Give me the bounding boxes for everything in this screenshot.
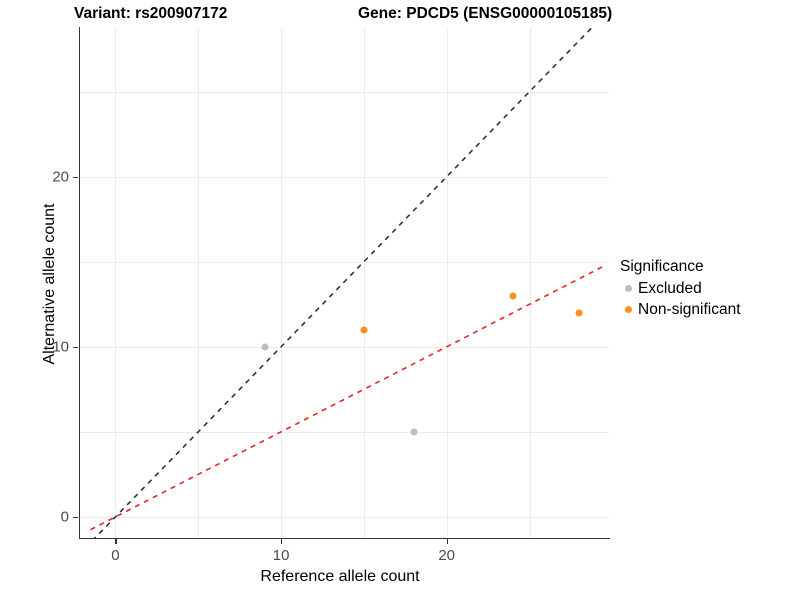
y-axis-tick-label: 20 bbox=[52, 168, 69, 186]
gridline-horizontal bbox=[79, 516, 609, 518]
y-axis-tick-label: 0 bbox=[60, 508, 69, 526]
data-point bbox=[575, 309, 583, 317]
gridline-horizontal bbox=[79, 346, 609, 348]
gridline-horizontal bbox=[79, 91, 609, 93]
fit-line bbox=[90, 264, 607, 531]
identity-line bbox=[92, 27, 594, 539]
gridline-vertical bbox=[446, 27, 448, 539]
gridline-vertical bbox=[363, 27, 365, 539]
x-axis-tick-label: 0 bbox=[111, 547, 120, 564]
y-axis-tick bbox=[73, 176, 78, 178]
gridline-vertical bbox=[198, 27, 200, 539]
plot-panel bbox=[79, 27, 609, 539]
x-axis-title: Reference allele count bbox=[260, 568, 420, 585]
gridline-horizontal bbox=[79, 261, 609, 263]
y-axis-tick bbox=[73, 346, 78, 348]
gridline-horizontal bbox=[79, 176, 609, 178]
x-axis-tick bbox=[446, 539, 448, 544]
gridline-horizontal bbox=[79, 431, 609, 433]
gridline-vertical bbox=[115, 27, 117, 539]
legend-item-excluded[interactable]: Excluded bbox=[620, 278, 798, 299]
legend-item-label: Excluded bbox=[638, 279, 702, 297]
data-point bbox=[509, 292, 517, 300]
legend-swatch-icon bbox=[620, 285, 636, 292]
reference-lines-layer bbox=[90, 27, 607, 539]
legend-item-label: Non-significant bbox=[638, 300, 741, 318]
data-point bbox=[261, 343, 268, 351]
legend: Significance Excluded Non-significant bbox=[620, 258, 798, 320]
legend-items: Excluded Non-significant bbox=[620, 278, 798, 320]
x-axis-tick-label: 10 bbox=[272, 547, 290, 564]
x-axis-line bbox=[79, 538, 610, 540]
legend-item-non-significant[interactable]: Non-significant bbox=[620, 299, 798, 320]
legend-swatch-icon bbox=[620, 306, 636, 313]
x-axis-tick bbox=[115, 539, 117, 544]
legend-title: Significance bbox=[620, 258, 704, 275]
y-axis-tick bbox=[73, 516, 78, 519]
gridline-vertical bbox=[281, 27, 283, 539]
y-axis-tick-label: 10 bbox=[52, 338, 69, 356]
y-axis-line bbox=[79, 27, 81, 539]
gridline-vertical bbox=[529, 27, 531, 539]
data-point bbox=[360, 326, 368, 334]
variant-title: Variant: rs200907172 bbox=[74, 5, 228, 22]
data-point bbox=[410, 428, 418, 436]
gene-title: Gene: PDCD5 (ENSG00000105185) bbox=[358, 5, 613, 22]
x-axis-tick bbox=[281, 539, 283, 544]
y-axis-title: Alternative allele count bbox=[41, 203, 58, 365]
x-axis-tick-label: 20 bbox=[438, 547, 456, 564]
